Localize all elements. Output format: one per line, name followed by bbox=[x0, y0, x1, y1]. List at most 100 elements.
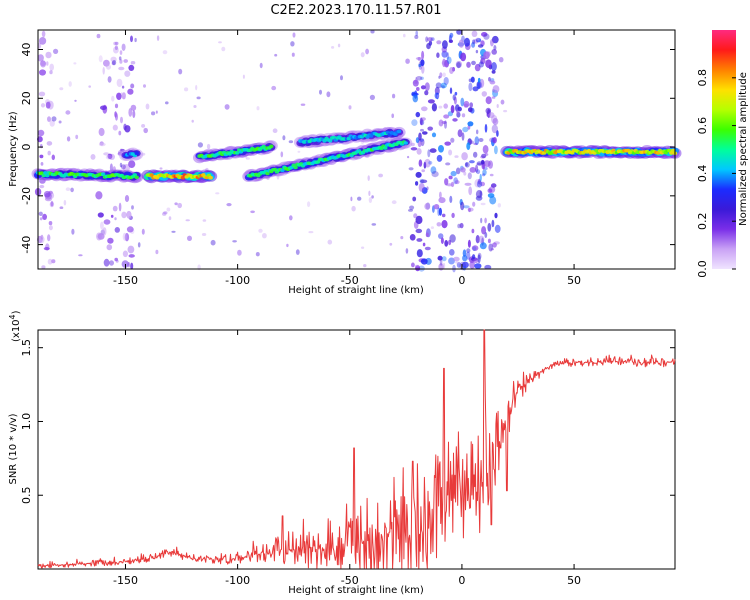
noise-blob-2 bbox=[453, 177, 459, 185]
noise-blob-2 bbox=[440, 237, 444, 244]
background-noise-blob bbox=[237, 249, 242, 256]
noise-blob-2 bbox=[461, 132, 465, 141]
noise-blob-2 bbox=[424, 203, 430, 210]
ridge-0-mark bbox=[101, 172, 106, 176]
noise-blob-2 bbox=[471, 228, 475, 234]
noise-blob-2 bbox=[477, 77, 481, 83]
background-noise-blob bbox=[407, 155, 410, 159]
background-noise-blob bbox=[73, 62, 77, 65]
snr-y-tick-label: 0.5 bbox=[20, 486, 33, 504]
noise-blob-2 bbox=[441, 121, 447, 124]
background-noise-blob bbox=[155, 249, 159, 255]
ridge-0-mark bbox=[134, 175, 139, 180]
colorbar-tick-label: 0.0 bbox=[696, 260, 709, 278]
noise-blob-2 bbox=[475, 164, 479, 173]
noise-blob-2 bbox=[460, 97, 465, 107]
noise-blob-2 bbox=[416, 87, 420, 91]
noise-blob-2 bbox=[415, 111, 421, 118]
noise-blob-2 bbox=[463, 171, 467, 176]
noise-blob-0 bbox=[37, 235, 45, 244]
noise-blob-2 bbox=[474, 63, 481, 72]
noise-blob-1 bbox=[122, 250, 128, 258]
noise-blob-1 bbox=[115, 259, 119, 263]
noise-blob-2 bbox=[464, 37, 470, 47]
noise-blob-1 bbox=[130, 104, 137, 111]
colorbar: 0.0 0.2 0.4 0.6 0.8 Normalized spectral ampl… bbox=[696, 30, 749, 278]
noise-blob-2 bbox=[468, 107, 473, 113]
noise-blob-2 bbox=[451, 212, 455, 218]
snr-series-line bbox=[37, 329, 676, 569]
noise-blob-1 bbox=[122, 232, 127, 241]
colorbar-tick-label: 0.4 bbox=[696, 165, 709, 183]
background-noise-blob bbox=[405, 58, 410, 64]
ridge-0-mark bbox=[45, 173, 50, 178]
noise-blob-2 bbox=[466, 142, 471, 151]
noise-blob-2 bbox=[474, 179, 481, 188]
colorbar-ticks: 0.0 0.2 0.4 0.6 0.8 bbox=[696, 69, 736, 278]
noise-blob-1 bbox=[121, 85, 125, 89]
spectrogram-x-tick-label: -100 bbox=[225, 274, 250, 287]
background-noise-blob bbox=[282, 135, 286, 141]
background-noise-blob bbox=[143, 84, 146, 88]
noise-blob-2 bbox=[471, 30, 478, 37]
background-noise-blob bbox=[112, 60, 117, 66]
noise-blob-2 bbox=[480, 57, 486, 65]
noise-blob-1 bbox=[95, 191, 103, 200]
background-noise-blob bbox=[71, 228, 75, 235]
background-noise-blob bbox=[274, 53, 278, 57]
noise-blob-2 bbox=[424, 82, 430, 91]
noise-blob-2 bbox=[470, 76, 475, 83]
background-noise-blob bbox=[378, 173, 383, 178]
background-noise-blob bbox=[177, 202, 182, 209]
noise-blob-1 bbox=[118, 202, 122, 212]
noise-blob-0 bbox=[51, 259, 56, 264]
noise-blob-2 bbox=[416, 76, 423, 81]
background-noise-blob bbox=[361, 246, 365, 249]
noise-blob-2 bbox=[449, 234, 456, 243]
noise-blob-2 bbox=[484, 167, 488, 170]
noise-blob-0 bbox=[46, 141, 53, 146]
noise-blob-1 bbox=[108, 153, 115, 160]
noise-blob-2 bbox=[445, 162, 451, 166]
background-noise-blob bbox=[288, 140, 294, 144]
snr-y-label: SNR (10 * v/v) bbox=[8, 413, 19, 484]
noise-blob-2 bbox=[444, 59, 450, 68]
spectrogram-y-tick-label: -20 bbox=[20, 187, 33, 205]
background-noise-blob bbox=[202, 219, 207, 222]
noise-blob-2 bbox=[424, 246, 431, 251]
noise-blob-2 bbox=[494, 145, 498, 155]
background-noise-blob bbox=[109, 260, 114, 266]
background-noise-blob bbox=[370, 29, 375, 34]
noise-blob-2 bbox=[477, 44, 484, 48]
ridge-0-mark bbox=[41, 173, 46, 178]
noise-blob-1 bbox=[127, 245, 135, 254]
noise-blob-1 bbox=[112, 124, 118, 131]
background-noise-blob bbox=[174, 202, 178, 206]
background-noise-blob bbox=[442, 262, 446, 269]
snr-x-tick-label: 50 bbox=[567, 574, 581, 587]
background-noise-blob bbox=[368, 197, 373, 203]
noise-blob-2 bbox=[437, 207, 440, 217]
background-noise-blob bbox=[290, 41, 295, 47]
noise-blob-2 bbox=[482, 145, 489, 154]
noise-blob-2 bbox=[423, 161, 427, 169]
noise-blob-2 bbox=[471, 60, 476, 66]
noise-blob-2 bbox=[454, 91, 458, 96]
background-noise-blob bbox=[371, 223, 377, 226]
background-noise-blob bbox=[331, 46, 335, 49]
background-noise-blob bbox=[120, 164, 126, 170]
noise-blob-2 bbox=[461, 113, 466, 118]
background-noise-blob bbox=[163, 211, 168, 215]
noise-blob-2 bbox=[424, 90, 429, 96]
noise-blob-2 bbox=[419, 117, 423, 126]
noise-blob-2 bbox=[486, 51, 491, 57]
noise-blob-2 bbox=[438, 119, 444, 127]
noise-blob-2 bbox=[481, 153, 487, 159]
noise-blob-2 bbox=[466, 61, 471, 68]
background-noise-blob bbox=[351, 205, 356, 212]
noise-blob-0 bbox=[41, 30, 46, 38]
background-noise-blob bbox=[113, 41, 117, 46]
noise-blob-1 bbox=[97, 212, 104, 218]
background-noise-blob bbox=[476, 129, 479, 135]
noise-blob-2 bbox=[436, 154, 443, 162]
